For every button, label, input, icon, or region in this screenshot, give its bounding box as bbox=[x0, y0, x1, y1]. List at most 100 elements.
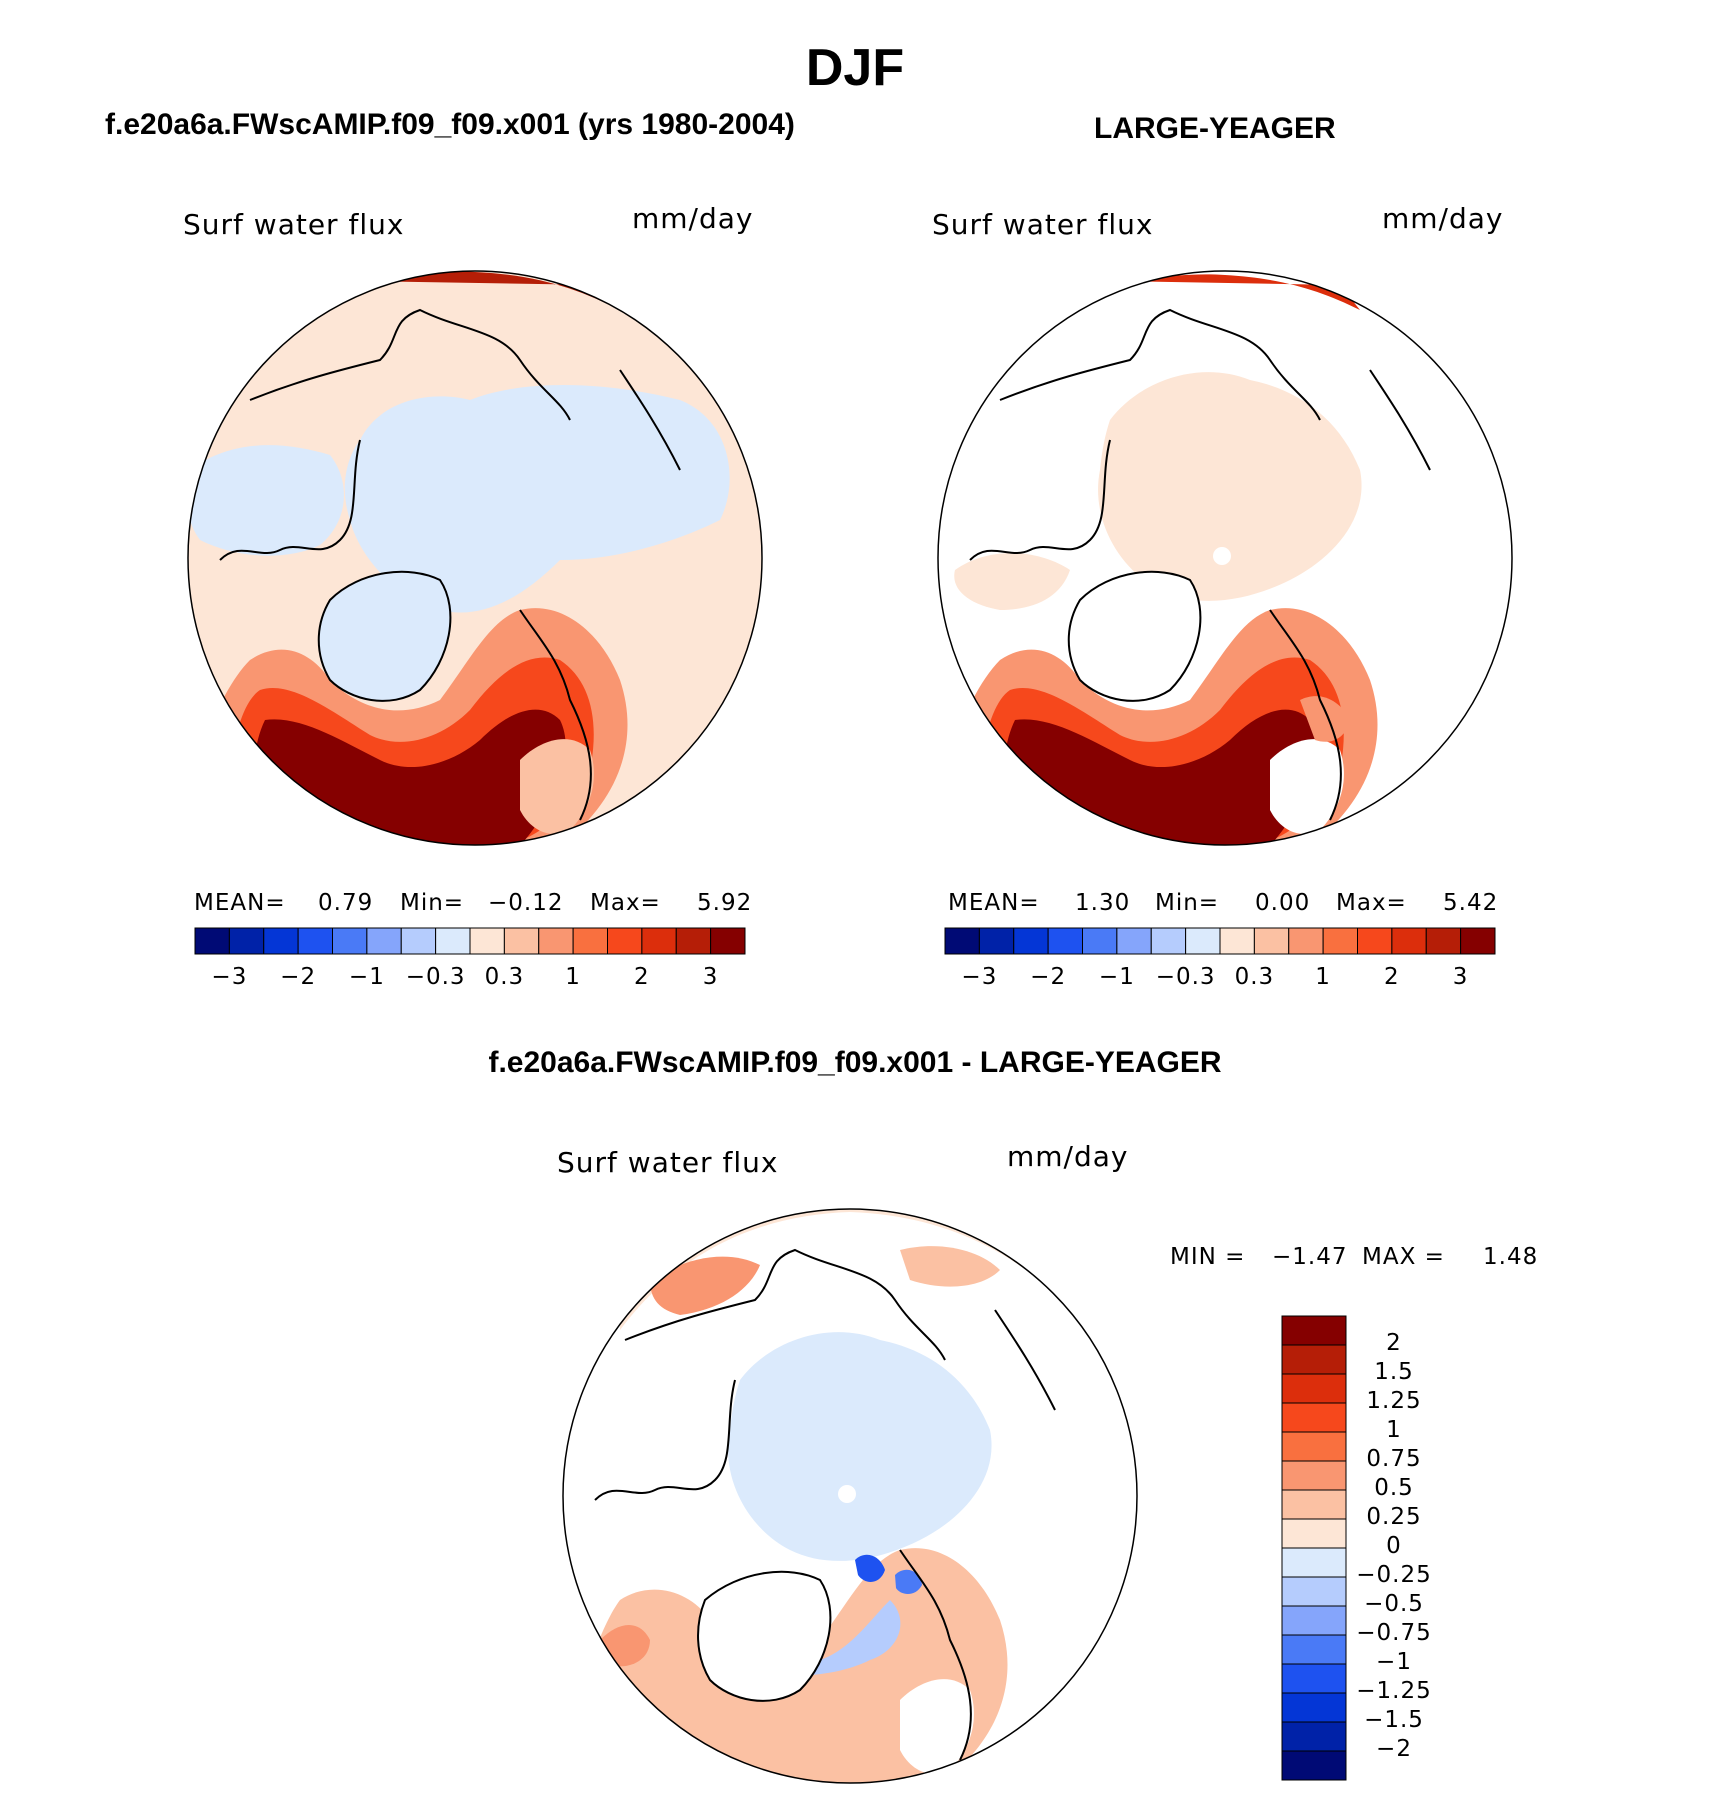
diff-colorbar-tick-label: −0.75 bbox=[1356, 1620, 1432, 1646]
left-max-value: 5.92 bbox=[697, 890, 753, 916]
right-colorbar-swatch bbox=[978, 927, 1015, 955]
right-colorbar-tick-label: 1 bbox=[1315, 964, 1331, 990]
left-colorbar-swatch bbox=[263, 927, 299, 955]
right-colorbar-swatch bbox=[1116, 927, 1152, 955]
left-colorbar-swatch bbox=[435, 927, 471, 955]
diff-colorbar-swatch bbox=[1281, 1315, 1347, 1346]
diff-colorbar-tick-label: −1.25 bbox=[1356, 1678, 1432, 1704]
left-coast-russia bbox=[619, 369, 681, 471]
right-colorbar-swatch bbox=[1288, 927, 1324, 955]
left-colorbar-swatch bbox=[607, 927, 643, 955]
left-arctic-lightblue bbox=[344, 385, 730, 613]
right-colorbar bbox=[944, 927, 1496, 955]
left-mean-value: 0.79 bbox=[318, 890, 374, 916]
diff-colorbar-tick-label: 0.5 bbox=[1374, 1475, 1414, 1501]
diff-colorbar-swatch bbox=[1281, 1373, 1347, 1404]
diff-blue-spot-2 bbox=[895, 1569, 922, 1594]
right-colorbar-swatch bbox=[1460, 927, 1496, 955]
left-colorbar-swatch bbox=[228, 927, 265, 955]
left-colorbar-swatch bbox=[538, 927, 574, 955]
right-coast-russia bbox=[1369, 369, 1431, 471]
left-mean-label: MEAN= bbox=[194, 890, 286, 916]
right-arctic-ocean bbox=[1098, 372, 1362, 601]
right-colorbar-tick-label: −1 bbox=[1098, 964, 1135, 990]
right-colorbar-swatch bbox=[1253, 927, 1290, 955]
diff-colorbar-tick-label: 1.5 bbox=[1374, 1359, 1414, 1385]
diff-colorbar-tick-label: −1 bbox=[1376, 1649, 1412, 1675]
diff-arctic-ocean bbox=[728, 1332, 992, 1561]
left-max-label: Max= bbox=[590, 890, 661, 916]
diff-colorbar-tick-label: 1 bbox=[1386, 1417, 1402, 1443]
left-colorbar-swatch bbox=[297, 927, 333, 955]
left-colorbar-swatch bbox=[469, 927, 505, 955]
diff-colorbar-swatch bbox=[1281, 1489, 1347, 1520]
left-panel-case-title: f.e20a6a.FWscAMIP.f09_f09.x001 (yrs 1980… bbox=[105, 108, 795, 141]
diff-colorbar-tick-label: −2 bbox=[1376, 1736, 1412, 1762]
diff-colorbar-tick-label: 0.25 bbox=[1366, 1504, 1422, 1530]
diff-colorbar-swatch bbox=[1281, 1634, 1347, 1665]
right-colorbar-swatch bbox=[1425, 927, 1462, 955]
diff-colorbar-swatch bbox=[1281, 1750, 1347, 1781]
diff-units-label: mm/day bbox=[1007, 1140, 1129, 1173]
diff-greenland bbox=[698, 1571, 831, 1701]
diff-colorbar-swatch bbox=[1281, 1692, 1347, 1723]
right-min-label: Min= bbox=[1155, 890, 1220, 916]
left-colorbar-tick-label: −1 bbox=[348, 964, 385, 990]
right-colorbar-tick-label: 2 bbox=[1384, 964, 1400, 990]
left-colorbar-swatch bbox=[641, 927, 677, 955]
right-pacific-core bbox=[1060, 274, 1360, 310]
difference-panel-title: f.e20a6a.FWscAMIP.f09_f09.x001 - LARGE-Y… bbox=[488, 1046, 1222, 1079]
right-colorbar-tick-label: 0.3 bbox=[1234, 964, 1275, 990]
right-max-label: Max= bbox=[1336, 890, 1407, 916]
diff-colorbar-swatch bbox=[1281, 1402, 1347, 1433]
left-scandinavia bbox=[520, 739, 594, 834]
left-greenland bbox=[318, 571, 451, 701]
diff-pacific-patch bbox=[650, 1256, 760, 1315]
right-colorbar-swatch bbox=[1219, 927, 1255, 955]
left-variable-label: Surf water flux bbox=[183, 208, 405, 241]
diff-colorbar-tick-label: 1.25 bbox=[1366, 1388, 1422, 1414]
right-pole-hole bbox=[1213, 547, 1231, 565]
left-colorbar-tick-label: 1 bbox=[565, 964, 581, 990]
left-coastlines bbox=[219, 308, 681, 821]
diff-colorbar-tick-label: −0.25 bbox=[1356, 1562, 1432, 1588]
right-coast-europe bbox=[1269, 609, 1342, 821]
right-units-label: mm/day bbox=[1382, 202, 1504, 235]
right-coast-asia bbox=[999, 308, 1321, 421]
right-min-value: 0.00 bbox=[1255, 890, 1311, 916]
left-polar-map bbox=[188, 271, 762, 845]
right-variable-label: Surf water flux bbox=[932, 208, 1154, 241]
left-min-label: Min= bbox=[400, 890, 465, 916]
diff-polar-map bbox=[563, 1209, 1137, 1783]
right-coast-greenland bbox=[1067, 570, 1202, 702]
diff-coast-russia bbox=[994, 1309, 1056, 1411]
diff-colorbar-tick-label: 0 bbox=[1386, 1533, 1402, 1559]
diff-colorbar-tick-label: 2 bbox=[1386, 1330, 1402, 1356]
left-coast-asia bbox=[249, 308, 571, 421]
diff-max-value: 1.48 bbox=[1483, 1244, 1539, 1270]
right-colorbar-swatch bbox=[1185, 927, 1221, 955]
left-colorbar-swatch bbox=[194, 927, 230, 955]
diff-colorbar-swatch bbox=[1281, 1663, 1347, 1694]
right-colorbar-tick-label: −2 bbox=[1030, 964, 1067, 990]
diff-colorbar-swatch bbox=[1281, 1518, 1347, 1549]
diff-variable-label: Surf water flux bbox=[557, 1146, 779, 1179]
left-colorbar bbox=[194, 927, 746, 955]
left-map-border bbox=[187, 270, 763, 846]
right-colorbar-swatch bbox=[1013, 927, 1049, 955]
diff-coast-canada bbox=[594, 1379, 736, 1501]
right-colorbar-tick-label: −0.3 bbox=[1155, 964, 1216, 990]
right-colorbar-swatch bbox=[1322, 927, 1358, 955]
diff-blue-spot-1 bbox=[855, 1554, 885, 1582]
left-coast-greenland bbox=[317, 570, 452, 702]
right-mean-value: 1.30 bbox=[1075, 890, 1131, 916]
diff-colorbar-tick-label: −1.5 bbox=[1364, 1707, 1424, 1733]
right-colorbar-swatch bbox=[1150, 927, 1187, 955]
left-colorbar-swatch bbox=[503, 927, 540, 955]
right-mean-label: MEAN= bbox=[948, 890, 1040, 916]
right-colorbar-tick-label: 3 bbox=[1452, 964, 1469, 990]
left-canada-lightblue bbox=[188, 445, 344, 556]
right-colorbar-swatch bbox=[1357, 927, 1393, 955]
left-colorbar-swatch bbox=[710, 927, 746, 955]
